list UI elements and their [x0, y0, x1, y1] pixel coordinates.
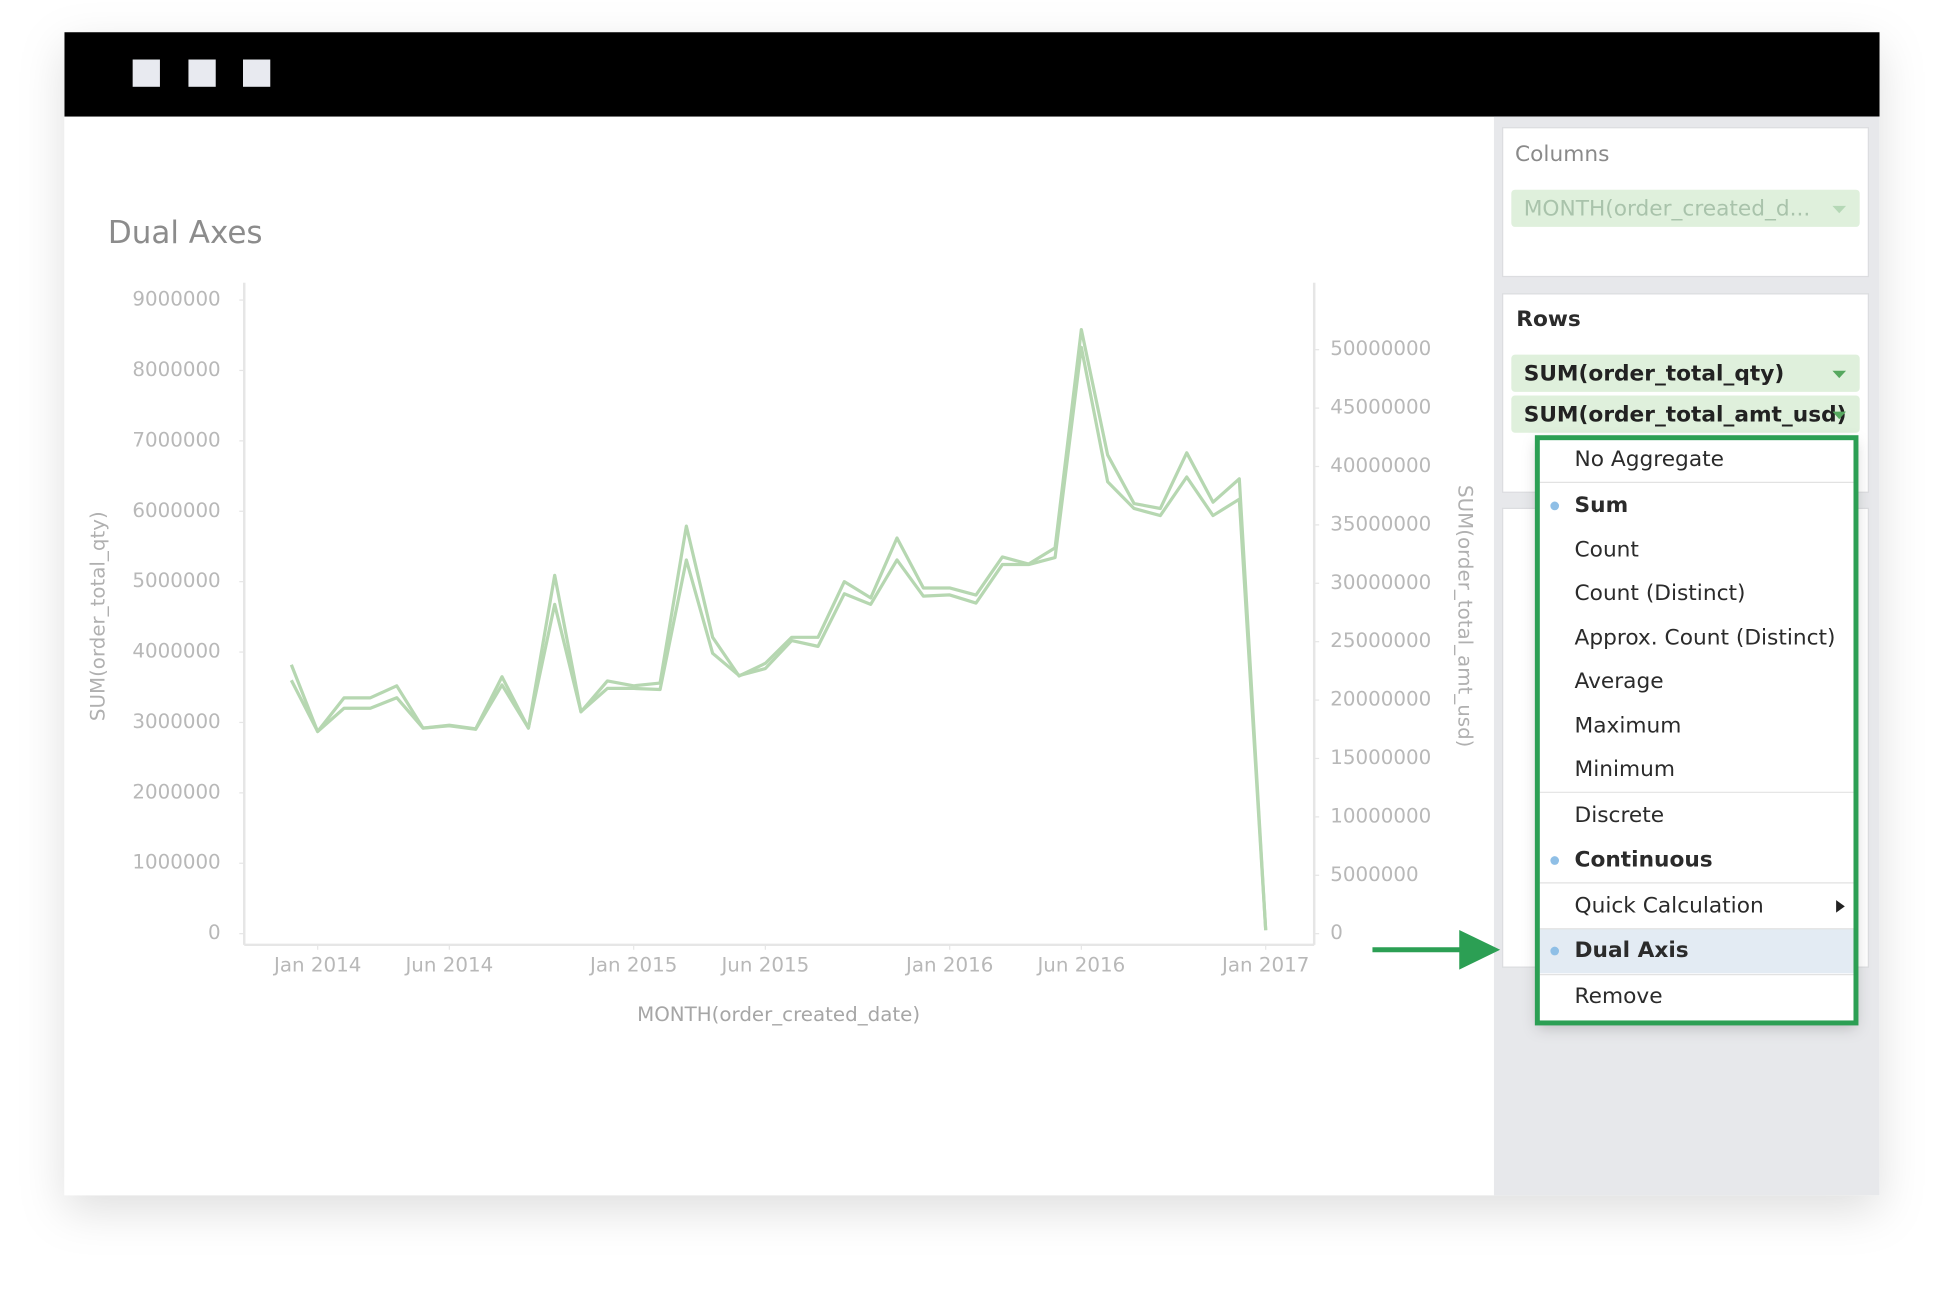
pill[interactable] [1511, 354, 1860, 392]
y2-tick-label: 35000000 [1330, 512, 1431, 535]
menu-item[interactable]: Count [1575, 538, 1639, 563]
menu-item[interactable]: Approx. Count (Distinct) [1575, 626, 1836, 651]
menu-item[interactable]: Minimum [1575, 757, 1676, 782]
menu-item[interactable]: Count (Distinct) [1575, 581, 1746, 606]
menu-item[interactable]: Remove [1575, 984, 1663, 1009]
menu-item[interactable]: Quick Calculation [1575, 893, 1764, 918]
pill-dropdown[interactable] [1832, 411, 1847, 420]
series-line [289, 345, 1268, 931]
x-tick-label: Jan 2015 [588, 953, 677, 976]
y2-axis-label: SUM(order_total_amt_usd) [1454, 485, 1477, 747]
y2-tick-label: 30000000 [1330, 571, 1431, 594]
pill-label: MONTH(order_created_d... [1524, 197, 1811, 222]
window-button[interactable] [188, 59, 216, 87]
y-tick-label: 0 [208, 921, 221, 944]
menu-bullet [1550, 946, 1560, 956]
pill-label: SUM(order_total_amt_usd) [1524, 402, 1847, 427]
menu-item[interactable]: Continuous [1575, 848, 1713, 873]
pill-dropdown[interactable] [1832, 205, 1847, 214]
y-tick-label: 9000000 [132, 288, 220, 311]
y2-tick-label: 15000000 [1330, 746, 1431, 769]
x-tick-label: Jan 2017 [1220, 953, 1309, 976]
y2-tick-label: 25000000 [1330, 629, 1431, 652]
y-tick-label: 1000000 [132, 851, 220, 874]
pill[interactable] [1511, 395, 1860, 433]
menu-item[interactable]: Maximum [1575, 714, 1682, 739]
y-tick-label: 8000000 [132, 358, 220, 381]
columns-title: Columns [1515, 142, 1609, 167]
window-button[interactable] [243, 59, 271, 87]
x-tick-label: Jan 2014 [272, 953, 361, 976]
x-tick-label: Jan 2016 [904, 953, 993, 976]
pill-label: SUM(order_total_qty) [1524, 361, 1785, 386]
y-tick-label: 2000000 [132, 780, 220, 803]
y2-tick-label: 10000000 [1330, 804, 1431, 827]
chart-title: Dual Axes [108, 215, 263, 251]
title-bar [64, 32, 1880, 117]
menu-item[interactable]: Sum [1575, 493, 1629, 518]
y2-tick-label: 0 [1330, 921, 1343, 944]
y-tick-label: 5000000 [132, 569, 220, 592]
menu-highlight-frame [1534, 435, 1859, 1026]
arrow-head [1459, 929, 1501, 970]
menu-bullet [1550, 856, 1560, 865]
menu-item[interactable]: Discrete [1575, 803, 1665, 828]
pill-dropdown[interactable] [1832, 370, 1847, 379]
chart: Dual Axes MONTH(order_created_date) SUM(… [87, 215, 1477, 1026]
y-axis-label: SUM(order_total_qty) [87, 511, 110, 721]
x-tick-label: Jun 2016 [1035, 953, 1125, 976]
menu-item[interactable]: No Aggregate [1575, 447, 1724, 472]
y2-tick-label: 50000000 [1330, 337, 1431, 360]
rows-title: Rows [1516, 307, 1581, 332]
x-tick-label: Jun 2015 [719, 953, 809, 976]
y-tick-label: 6000000 [132, 499, 220, 522]
x-tick-label: Jun 2014 [403, 953, 493, 976]
y2-tick-label: 20000000 [1330, 688, 1431, 711]
y-tick-label: 7000000 [132, 428, 220, 451]
y2-tick-label: 5000000 [1330, 863, 1418, 886]
x-axis-label: MONTH(order_created_date) [637, 1003, 920, 1026]
y-tick-label: 4000000 [132, 640, 220, 663]
pill[interactable] [1511, 189, 1860, 227]
y2-tick-label: 45000000 [1330, 396, 1431, 419]
menu-highlight [1539, 928, 1854, 974]
menu-bullet [1550, 501, 1560, 511]
menu-item[interactable]: Average [1575, 669, 1664, 694]
window-button[interactable] [132, 59, 160, 87]
submenu-arrow [1836, 900, 1845, 913]
menu-item[interactable]: Dual Axis [1575, 938, 1689, 963]
y2-tick-label: 40000000 [1330, 454, 1431, 477]
menu-box [1537, 437, 1856, 1023]
y-tick-label: 3000000 [132, 710, 220, 733]
context-menu: No Aggregate Sum Count Count (Distinct) Appr… [1534, 435, 1859, 1026]
